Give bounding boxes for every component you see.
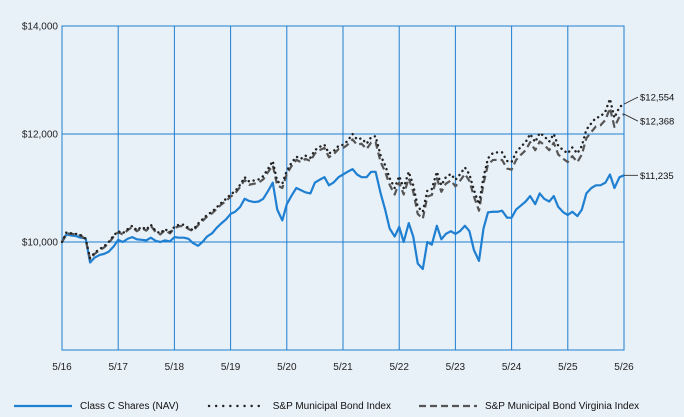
end-label-1: $12,554 bbox=[640, 93, 674, 104]
line-chart: $10,000$12,000$14,000 5/16 5/17 5/18 5/19 5/… bbox=[22, 22, 675, 374]
legend-swatch-class-c bbox=[14, 404, 72, 408]
x-tick-label-9: 5/25 bbox=[558, 362, 578, 373]
x-axis-ticks: 5/16 5/17 5/18 5/19 5/20 5/21 5/22 5/23 5/24 5/25… bbox=[52, 362, 634, 373]
y-tick-label-2: $14,000 bbox=[22, 22, 59, 33]
series-lines bbox=[60, 97, 626, 271]
end-label-0: $11,235 bbox=[640, 171, 674, 182]
legend-label-sp-municipal: S&P Municipal Bond Index bbox=[272, 400, 391, 412]
y-axis-ticks: $10,000 $12,000 $14,000 bbox=[22, 22, 59, 249]
end-leader-2 bbox=[623, 113, 639, 122]
x-tick-label-7: 5/23 bbox=[446, 362, 466, 373]
x-tick-label-0: 5/16 bbox=[52, 362, 72, 373]
x-tick-label-4: 5/20 bbox=[277, 362, 297, 373]
y-tick-label-1: $12,000 bbox=[22, 130, 59, 141]
legend-item-class-c: Class C Shares (NAV) bbox=[14, 401, 179, 412]
x-tick-label-2: 5/18 bbox=[165, 362, 185, 373]
x-tick-label-5: 5/21 bbox=[333, 362, 353, 373]
legend-item-sp-virginia: S&P Municipal Bond Virginia Index bbox=[418, 400, 640, 412]
legend-swatch-sp-municipal bbox=[207, 404, 265, 408]
series-line-1 bbox=[60, 97, 626, 260]
x-tick-label-1: 5/17 bbox=[108, 362, 128, 373]
y-tick-label-0: $10,000 bbox=[22, 238, 59, 249]
series-line-2 bbox=[61, 106, 625, 261]
x-tick-label-8: 5/24 bbox=[502, 362, 522, 373]
end-labels: $11,235 $12,554 $12,368 bbox=[623, 93, 674, 182]
series-line-0 bbox=[61, 168, 625, 271]
end-leader-1 bbox=[623, 96, 639, 105]
legend-label-class-c: Class C Shares (NAV) bbox=[80, 400, 179, 412]
legend-swatch-sp-virginia bbox=[418, 404, 477, 408]
legend-label-sp-virginia: S&P Municipal Bond Virginia Index bbox=[484, 400, 640, 412]
x-tick-label-10: 5/26 bbox=[614, 362, 634, 373]
end-label-2: $12,368 bbox=[640, 117, 674, 128]
x-tick-label-3: 5/19 bbox=[221, 362, 241, 373]
x-tick-label-6: 5/22 bbox=[389, 362, 409, 373]
legend: Class C Shares (NAV) S&P Municipal Bond … bbox=[0, 396, 684, 416]
legend-item-sp-municipal: S&P Municipal Bond Index bbox=[207, 401, 391, 412]
